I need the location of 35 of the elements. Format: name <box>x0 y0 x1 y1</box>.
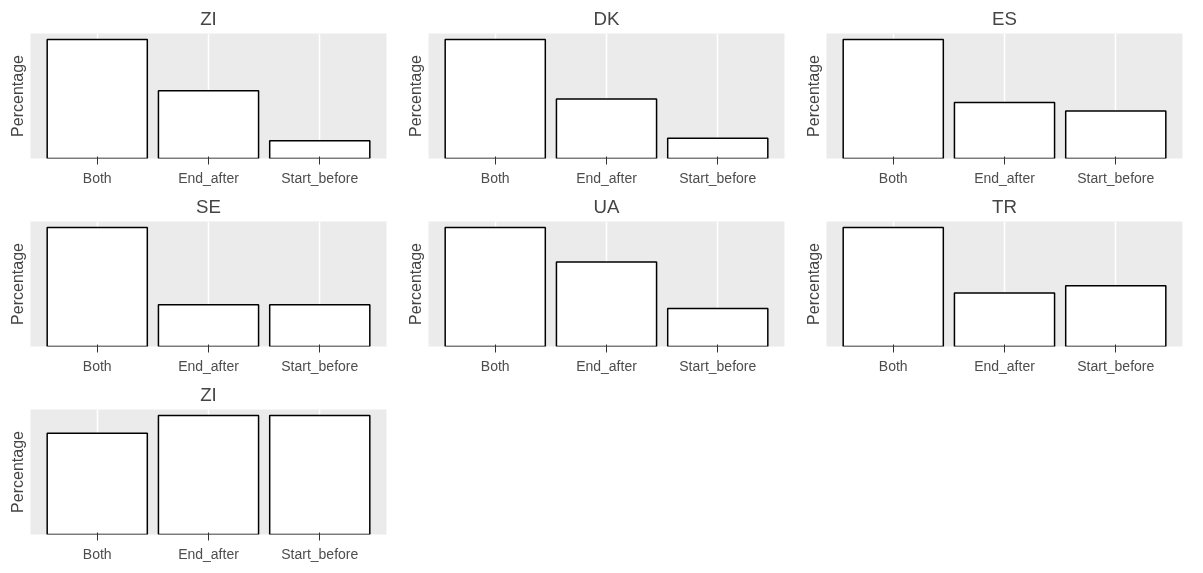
x-tick-label: Both <box>878 357 908 374</box>
x-tick-label: Both <box>82 357 112 374</box>
chart-title: DK <box>593 7 621 29</box>
x-tick-label: Both <box>82 169 112 186</box>
x-tick-label: Both <box>878 169 908 186</box>
y-axis-title: Percentage <box>804 242 822 325</box>
x-tick-label: Both <box>480 169 510 186</box>
x-tick-label: Both <box>82 545 112 562</box>
x-tick-label: Start_before <box>281 545 359 562</box>
chart-title: UA <box>593 195 621 217</box>
x-tick-label: End_after <box>178 545 240 562</box>
x-tick-label: End_after <box>974 169 1036 186</box>
y-axis-title: Percentage <box>8 430 26 513</box>
x-tick-label: Start_before <box>281 169 359 186</box>
chart-title: ZI <box>200 7 217 29</box>
x-tick-label: End_after <box>576 357 638 374</box>
x-tick-label: End_after <box>974 357 1036 374</box>
chart-title: SE <box>196 195 221 217</box>
chart-title: ZI <box>200 383 217 405</box>
x-tick-label: Start_before <box>1077 357 1155 374</box>
x-tick-label: Start_before <box>1077 169 1155 186</box>
y-axis-title: Percentage <box>406 242 424 325</box>
chart-title: ES <box>992 7 1017 29</box>
y-axis-title: Percentage <box>406 54 424 137</box>
y-axis-title: Percentage <box>8 242 26 325</box>
y-axis-title: Percentage <box>804 54 822 137</box>
x-tick-label: End_after <box>178 357 240 374</box>
chart-title: TR <box>992 195 1017 217</box>
x-tick-label: Start_before <box>679 169 757 186</box>
x-tick-label: End_after <box>576 169 638 186</box>
x-tick-label: Start_before <box>679 357 757 374</box>
x-tick-label: Start_before <box>281 357 359 374</box>
x-tick-label: End_after <box>178 169 240 186</box>
y-axis-title: Percentage <box>8 54 26 137</box>
x-tick-label: Both <box>480 357 510 374</box>
